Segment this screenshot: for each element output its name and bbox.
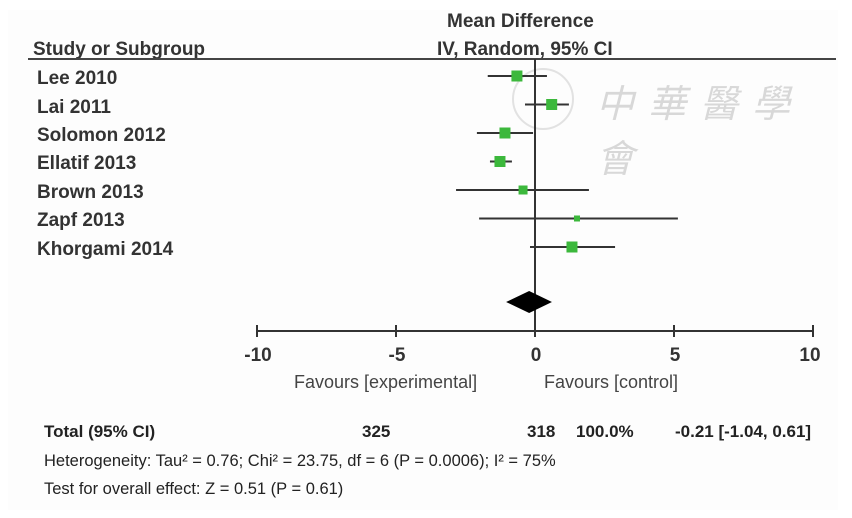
total-control: 318 bbox=[527, 422, 556, 441]
point-estimate-marker bbox=[494, 156, 506, 167]
x-tick-label: 5 bbox=[669, 345, 681, 366]
point-estimate-marker bbox=[546, 99, 558, 110]
study-label: Lee 2010 bbox=[37, 68, 118, 89]
favours-control-label: Favours [control] bbox=[544, 372, 679, 392]
study-label: Lai 2011 bbox=[37, 97, 111, 118]
chart-subtitle: IV, Random, 95% CI bbox=[437, 39, 613, 60]
point-estimate-marker bbox=[573, 215, 580, 222]
study-label: Brown 2013 bbox=[37, 182, 144, 203]
study-label: Ellatif 2013 bbox=[37, 153, 137, 174]
x-tick-label: 0 bbox=[530, 345, 542, 366]
point-estimate-marker bbox=[511, 70, 523, 82]
figure-frame bbox=[8, 10, 838, 510]
x-tick-label: 10 bbox=[799, 345, 821, 366]
x-tick-label: -5 bbox=[388, 345, 406, 366]
x-tick-label: -10 bbox=[244, 345, 272, 366]
watermark-text: 中華醫學會 bbox=[596, 82, 805, 181]
point-estimate-marker bbox=[518, 185, 528, 195]
study-label: Khorgami 2014 bbox=[37, 239, 174, 260]
total-label: Total (95% CI) bbox=[44, 422, 156, 441]
total-weight: 100.0% bbox=[576, 422, 634, 441]
study-label: Solomon 2012 bbox=[37, 125, 166, 146]
pooled-effect-diamond bbox=[506, 291, 552, 313]
point-estimate-marker bbox=[566, 241, 578, 253]
chart-title: Mean Difference bbox=[447, 11, 594, 32]
total-experimental: 325 bbox=[362, 422, 391, 441]
heterogeneity-text: Heterogeneity: Tau² = 0.76; Chi² = 23.75… bbox=[44, 452, 556, 470]
point-estimate-marker bbox=[499, 127, 511, 139]
favours-experimental-label: Favours [experimental] bbox=[294, 372, 478, 392]
society-seal-watermark-icon bbox=[512, 68, 574, 130]
total-effect: -0.21 [-1.04, 0.61] bbox=[675, 422, 812, 441]
overall-effect-text: Test for overall effect: Z = 0.51 (P = 0… bbox=[44, 480, 344, 498]
study-column-header: Study or Subgroup bbox=[33, 39, 206, 60]
study-label: Zapf 2013 bbox=[37, 210, 125, 231]
